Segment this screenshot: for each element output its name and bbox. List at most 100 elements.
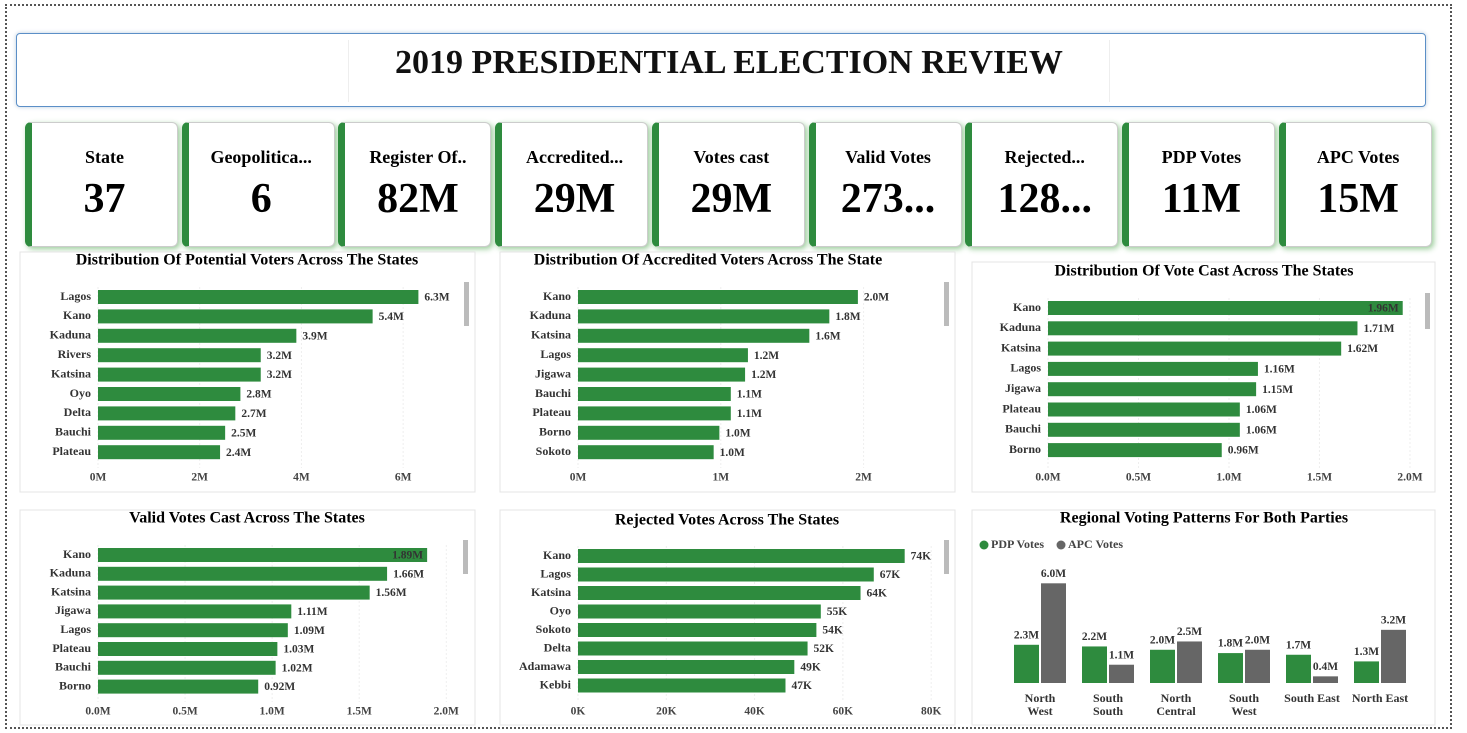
data-label: 1.7M <box>1286 639 1311 651</box>
data-label: 6.3M <box>424 292 449 304</box>
category-label: Borno <box>1009 442 1041 456</box>
category-label: North East <box>1351 692 1409 705</box>
data-label: 3.2M <box>1381 614 1406 626</box>
category-label: Delta <box>544 640 571 654</box>
kpi-card: Rejected... 128... <box>965 122 1119 247</box>
data-label: 74K <box>911 551 932 563</box>
category-label: Bauchi <box>55 660 92 674</box>
dashboard-title: 2019 PRESIDENTIAL ELECTION REVIEW <box>348 40 1110 102</box>
bar <box>1048 341 1342 356</box>
x-tick-label: 1.5M <box>347 706 372 718</box>
category-label: Kebbi <box>540 677 572 691</box>
frame <box>5 4 1452 729</box>
category-label: Katsina <box>1001 340 1041 354</box>
bar <box>1048 321 1358 336</box>
x-tick-label: 2.0M <box>1397 472 1422 484</box>
data-label: 2.7M <box>241 408 266 420</box>
x-tick-label: 0M <box>570 472 587 484</box>
bar <box>98 623 288 638</box>
x-tick-label: 2.0M <box>434 706 459 718</box>
bar <box>578 387 731 401</box>
scrollbar[interactable] <box>944 282 949 326</box>
bar <box>98 679 259 694</box>
x-tick-label: 1.0M <box>1216 472 1241 484</box>
category-label: Lagos <box>60 289 91 303</box>
legend-marker <box>1056 540 1066 550</box>
bar <box>578 623 817 637</box>
data-label: 64K <box>867 588 888 600</box>
category-label: Plateau <box>52 444 91 458</box>
category-label-box: South South <box>1093 692 1123 718</box>
bar <box>578 367 746 382</box>
bar <box>98 585 370 600</box>
bar <box>98 309 373 324</box>
bar <box>1048 301 1403 315</box>
data-label: 47K <box>791 680 812 692</box>
category-label: North Central <box>1156 692 1196 718</box>
kpi-label: Rejected... <box>1004 147 1085 167</box>
kpi-value: 6 <box>250 176 272 222</box>
bar <box>1048 443 1222 458</box>
category-label: Kaduna <box>50 328 91 342</box>
chart-title: Distribution Of Vote Cast Across The Sta… <box>1055 263 1354 280</box>
scrollbar[interactable] <box>464 282 469 326</box>
x-tick-label: 60K <box>833 706 854 718</box>
category-label: Lagos <box>540 566 571 580</box>
kpi-value: 11M <box>1161 176 1242 222</box>
category-label: Oyo <box>550 603 571 617</box>
scrollbar[interactable] <box>1425 293 1430 329</box>
data-label: 1.1M <box>737 408 762 420</box>
data-label: 1.8M <box>835 311 860 323</box>
bar <box>98 445 221 460</box>
kpi-card: Geopolitica... 6 <box>181 122 335 247</box>
chart-title: Distribution Of Potential Voters Across … <box>76 252 419 269</box>
data-label: 1.02M <box>282 662 313 674</box>
bar <box>1109 664 1134 683</box>
category-label: Kaduna <box>530 308 571 322</box>
x-tick-label: 0M <box>90 472 107 484</box>
kpi-card: PDP Votes 11M <box>1121 122 1275 247</box>
kpi-label: Accredited... <box>526 147 624 167</box>
data-label: 54K <box>822 625 843 637</box>
x-tick-label: 0.5M <box>172 706 197 718</box>
data-label: 1.11M <box>297 606 327 618</box>
kpi-card: State 37 <box>25 122 178 247</box>
chart-title: Valid Votes Cast Across The States <box>129 510 365 527</box>
bar <box>578 425 720 440</box>
kpi-value: 82M <box>377 176 459 222</box>
data-label: 1.2M <box>751 369 776 381</box>
chart-title: Regional Voting Patterns For Both Partie… <box>1060 510 1348 527</box>
category-label: Oyo <box>70 386 91 400</box>
data-label: 1.0M <box>725 427 750 439</box>
data-label: 49K <box>800 662 821 674</box>
x-tick-label: 2M <box>191 472 208 484</box>
category-label: Katsina <box>531 585 571 599</box>
data-label: 1.89M <box>392 550 423 562</box>
kpi-value: 273... <box>840 176 936 222</box>
data-label: 1.3M <box>1354 646 1379 658</box>
scrollbar[interactable] <box>463 540 468 574</box>
kpi-card: Valid Votes 273... <box>808 122 962 247</box>
category-label: Kano <box>63 308 91 322</box>
bar <box>578 406 731 421</box>
scrollbar[interactable] <box>944 540 949 574</box>
data-label: 1.1M <box>1109 649 1134 661</box>
bar <box>1313 676 1338 683</box>
x-tick-label: 40K <box>744 706 765 718</box>
data-label: 6.0M <box>1041 568 1066 580</box>
kpi-label: Geopolitica... <box>210 147 312 167</box>
kpi-value: 15M <box>1317 176 1399 222</box>
data-label: 1.0M <box>720 447 745 459</box>
category-label: Kano <box>1013 300 1041 314</box>
category-label: Katsina <box>531 328 571 342</box>
category-label: Kano <box>543 548 571 562</box>
x-tick-label: 80K <box>921 706 942 718</box>
data-label: 0.96M <box>1228 445 1259 457</box>
x-tick-label: 0K <box>571 706 586 718</box>
category-label: Lagos <box>540 347 571 361</box>
kpi-label: Votes cast <box>693 147 770 167</box>
kpi-card: APC Votes 15M <box>1278 122 1432 247</box>
bar <box>578 660 795 674</box>
x-tick-label: 6M <box>395 472 412 484</box>
